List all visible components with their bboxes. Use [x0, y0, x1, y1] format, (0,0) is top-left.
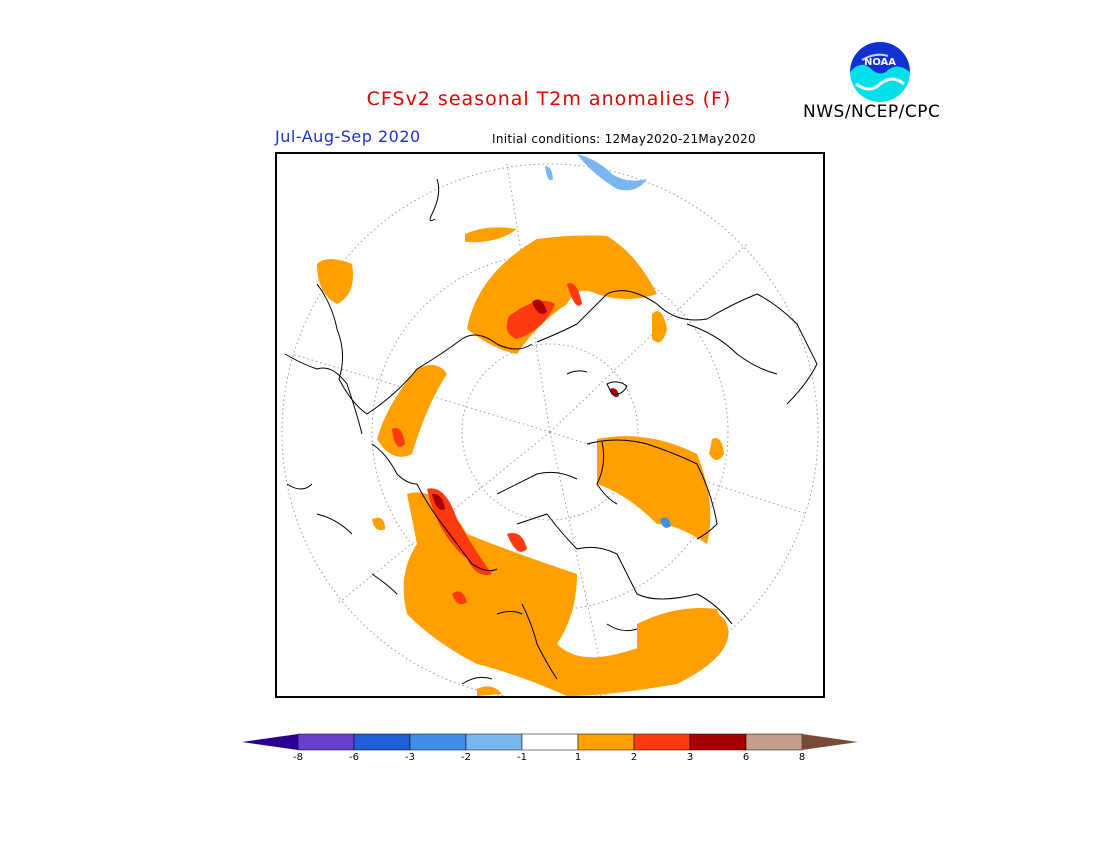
- colorbar-high-arrow: [802, 734, 858, 750]
- colorbar-bin: [353, 733, 411, 751]
- anomaly-regions: [317, 154, 729, 696]
- colorbar-tick-label: 8: [798, 752, 806, 763]
- colorbar-tick-label: 3: [686, 752, 694, 763]
- colorbar-bin: [465, 733, 523, 751]
- latitude-circle: [461, 343, 639, 521]
- meridian-line: [336, 431, 551, 605]
- colorbar-bin: [745, 733, 803, 751]
- coastlines: [284, 178, 818, 685]
- colorbar-bin: [409, 733, 467, 751]
- colorbar-tick-label: 2: [630, 752, 638, 763]
- meridian-line: [549, 243, 748, 433]
- colorbar-low-arrow: [242, 734, 298, 750]
- initial-conditions-label: Initial conditions: 12May2020-21May2020: [492, 132, 756, 146]
- agency-label: NWS/NCEP/CPC: [803, 102, 941, 122]
- map-boundary-circle: [281, 163, 819, 696]
- polar-map-svg: [281, 154, 819, 696]
- colorbar-tick-label: 1: [574, 752, 582, 763]
- colorbar-tick-label: 6: [742, 752, 750, 763]
- noaa-logo: NOAA: [850, 42, 910, 102]
- noaa-logo-text: NOAA: [864, 57, 896, 68]
- map-title: CFSv2 seasonal T2m anomalies (F): [366, 88, 732, 110]
- polar-map: [275, 152, 825, 698]
- colorbar-bin: [577, 733, 635, 751]
- colorbar-bins: [297, 733, 803, 751]
- colorbar-bin: [297, 733, 355, 751]
- colorbar-tick-label: -1: [517, 752, 527, 763]
- colorbar-tick-label: -3: [405, 752, 415, 763]
- season-label: Jul-Aug-Sep 2020: [275, 127, 421, 146]
- colorbar-bin: [633, 733, 691, 751]
- colorbar-bin: [689, 733, 747, 751]
- colorbar-bin: [521, 733, 579, 751]
- colorbar: [242, 733, 858, 751]
- colorbar-tick-label: -8: [293, 752, 303, 763]
- colorbar-tick-label: -6: [349, 752, 359, 763]
- colorbar-tick-label: -2: [461, 752, 471, 763]
